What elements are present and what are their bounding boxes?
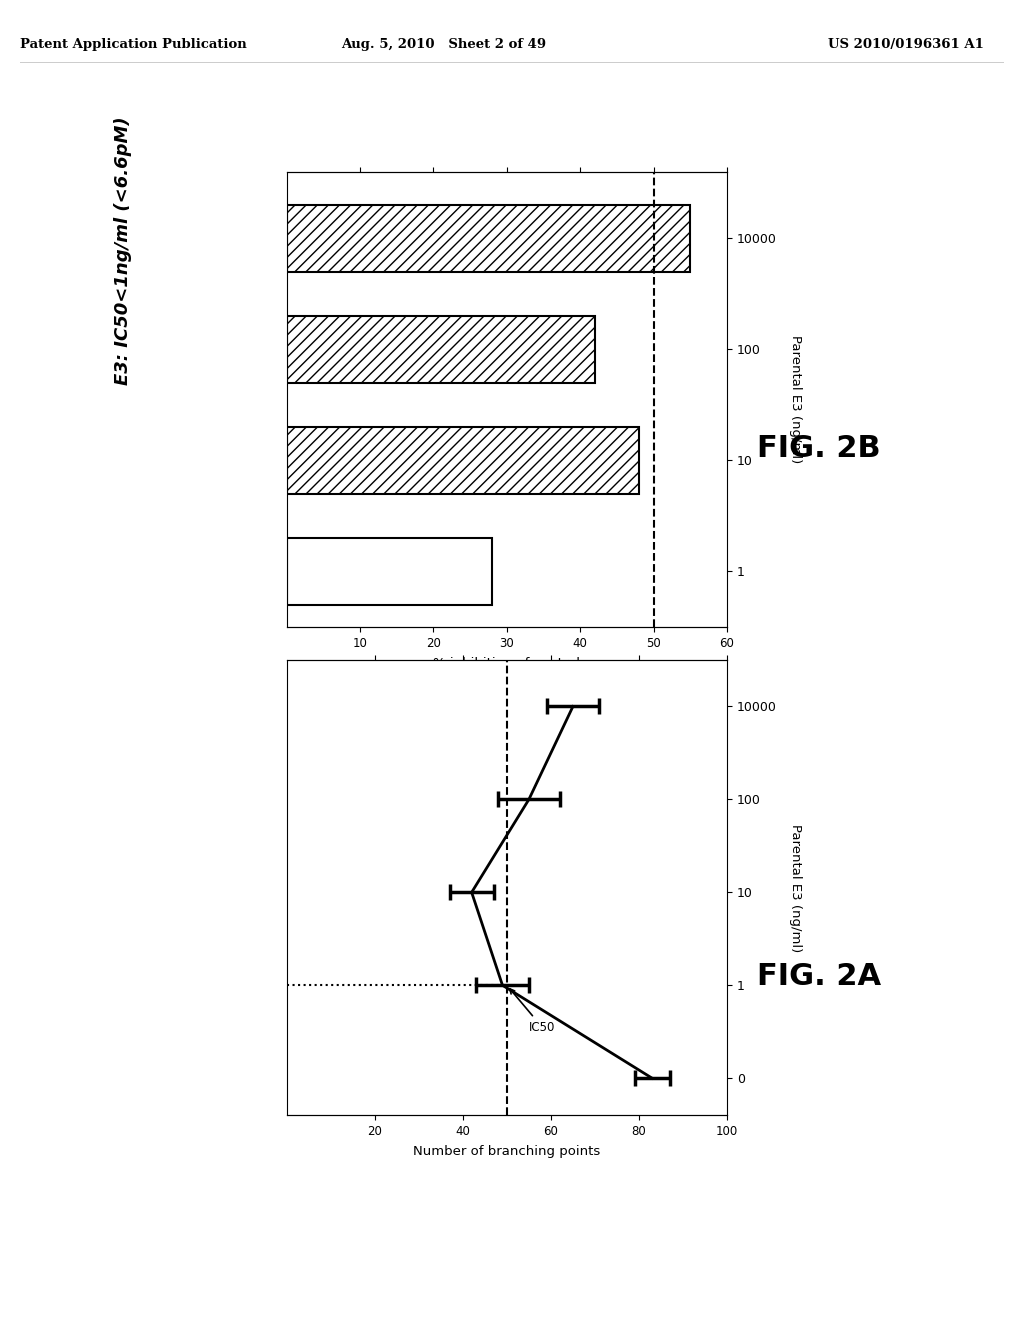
Text: IC50: IC50 bbox=[510, 989, 555, 1034]
Text: Aug. 5, 2010   Sheet 2 of 49: Aug. 5, 2010 Sheet 2 of 49 bbox=[341, 38, 546, 51]
Text: US 2010/0196361 A1: US 2010/0196361 A1 bbox=[828, 38, 984, 51]
X-axis label: Number of branching points: Number of branching points bbox=[414, 1144, 600, 1158]
Text: Patent Application Publication: Patent Application Publication bbox=[20, 38, 247, 51]
Bar bbox=[287, 315, 595, 383]
Bar bbox=[287, 428, 639, 494]
Y-axis label: Parental E3 (ng/ml): Parental E3 (ng/ml) bbox=[788, 335, 802, 463]
Bar bbox=[287, 205, 690, 272]
X-axis label: % inhibition of control: % inhibition of control bbox=[433, 656, 581, 669]
Text: E3: IC50<1ng/ml (<6.6pM): E3: IC50<1ng/ml (<6.6pM) bbox=[114, 116, 132, 385]
Text: FIG. 2A: FIG. 2A bbox=[757, 962, 881, 991]
Text: FIG. 2B: FIG. 2B bbox=[757, 434, 881, 463]
Bar bbox=[287, 539, 493, 605]
Y-axis label: Parental E3 (ng/ml): Parental E3 (ng/ml) bbox=[788, 824, 802, 952]
